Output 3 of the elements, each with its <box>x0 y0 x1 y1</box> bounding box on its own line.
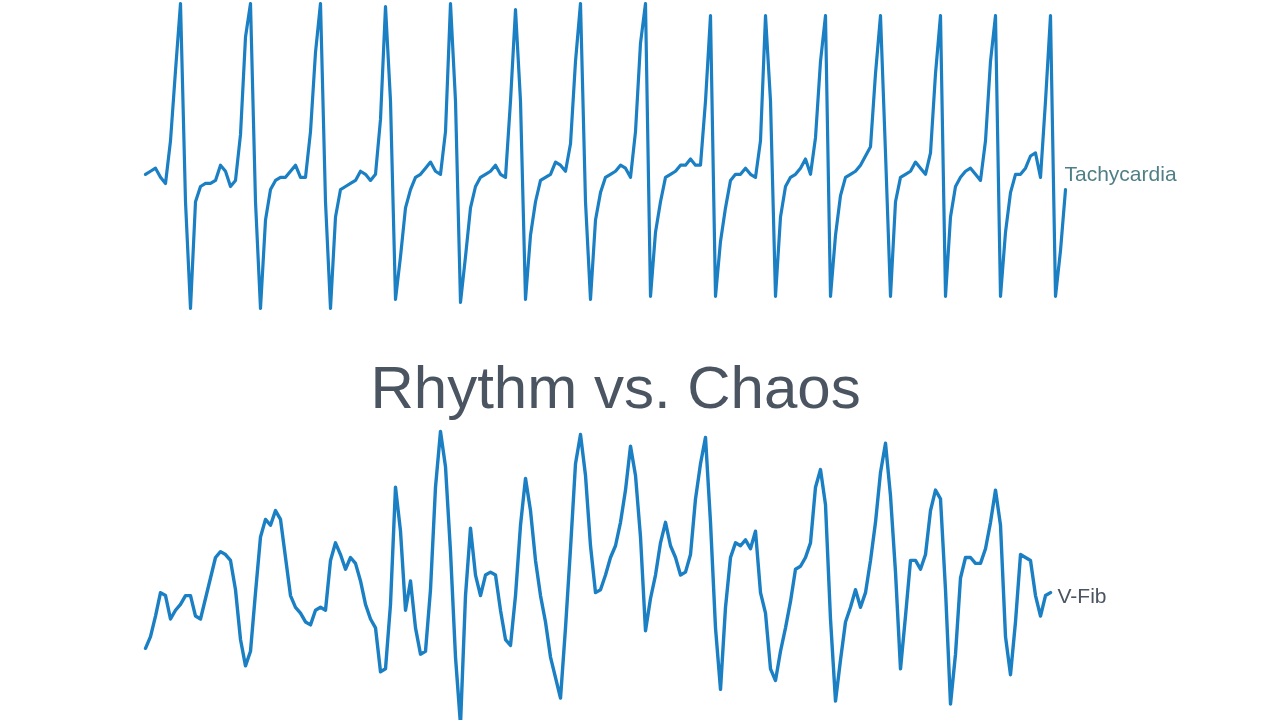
series-label: V-Fib <box>1057 584 1107 608</box>
chart-title: Rhythm vs. Chaos <box>370 353 861 421</box>
series-label: Tachycardia <box>1064 162 1177 186</box>
